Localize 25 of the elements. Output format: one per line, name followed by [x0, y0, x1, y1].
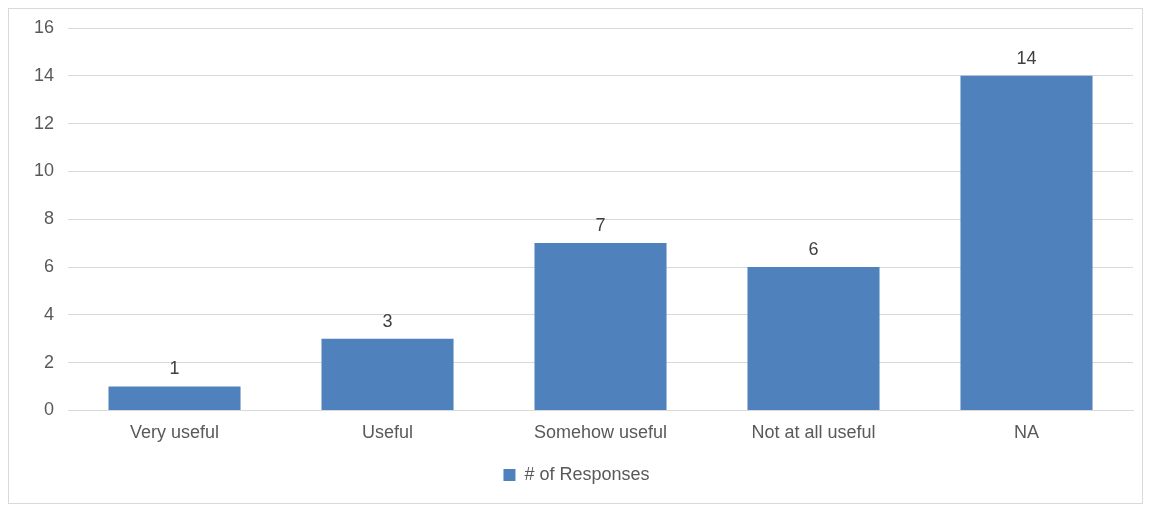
y-tick-label: 4 [44, 303, 55, 324]
data-label: 14 [1016, 47, 1037, 68]
x-tick-label: Not at all useful [751, 422, 876, 443]
data-label: 6 [808, 238, 819, 259]
bar [960, 75, 1093, 410]
legend-label: # of Responses [524, 463, 650, 484]
y-tick-label: 10 [33, 160, 55, 181]
data-label: 1 [169, 358, 180, 379]
y-tick-label: 12 [33, 112, 55, 133]
x-tick-label: Useful [362, 422, 414, 443]
y-tick-label: 14 [33, 64, 55, 85]
y-tick-label: 16 [33, 16, 55, 37]
x-tick-label: Very useful [129, 422, 220, 443]
y-tick-label: 8 [44, 208, 55, 229]
bar [108, 386, 241, 410]
data-label: 3 [382, 310, 393, 331]
x-tick-label: NA [1013, 422, 1040, 443]
bar [321, 338, 454, 410]
data-label: 7 [595, 215, 606, 236]
y-tick-label: 0 [44, 399, 55, 420]
bar [747, 267, 880, 410]
y-tick-label: 6 [44, 255, 55, 276]
y-tick-label: 2 [44, 351, 55, 372]
bar [534, 243, 667, 410]
x-tick-label: Somehow useful [533, 422, 668, 443]
